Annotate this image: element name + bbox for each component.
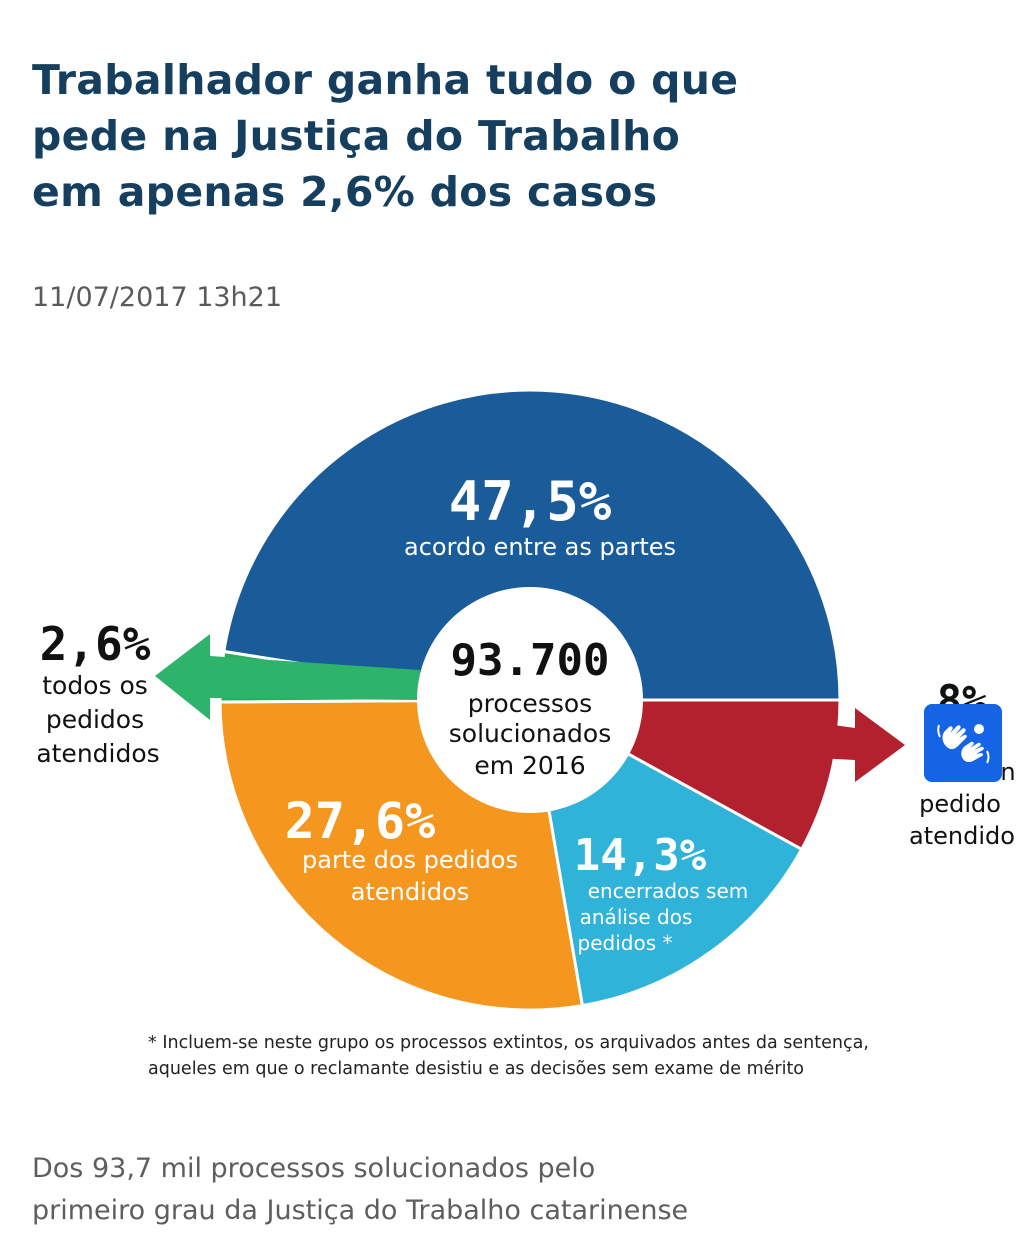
slice-label-encerrados-line-2: análise dos — [580, 905, 693, 929]
pie-center-circle — [417, 587, 643, 813]
footnote: * Incluem-se neste grupo os processos ex… — [148, 1033, 869, 1079]
slice-label-acordo-text: acordo entre as partes — [404, 533, 676, 561]
slice-label-encerrados-line-1: encerrados sem — [588, 879, 749, 903]
lead-line-2: primeiro grau da Justiça do Trabalho cat… — [32, 1195, 689, 1226]
slice-label-acordo-percent: 47,5% — [449, 470, 612, 533]
pie-center-label: 93.700 processos solucionados em 2016 — [449, 635, 611, 780]
left-callout-line-2: pedidos — [46, 705, 144, 734]
right-callout-line-3: atendido — [909, 822, 1015, 850]
article-lead-paragraph: Dos 93,7 mil processos solucionados pelo… — [32, 1148, 992, 1232]
left-callout-value: 2,6% — [40, 617, 151, 671]
center-total-value: 93.700 — [451, 635, 610, 686]
slice-acordo — [222, 388, 842, 702]
slice-label-parte-line-2: atendidos — [351, 878, 469, 906]
slice-label-parte-percent: 27,6% — [285, 792, 436, 850]
article-date: 11/07/2017 13h21 — [32, 282, 283, 313]
center-line-3: em 2016 — [474, 751, 585, 780]
slice-label-encerrados-percent: 14,3% — [574, 830, 707, 881]
footnote-line-1: * Incluem-se neste grupo os processos ex… — [148, 1033, 869, 1053]
right-callout-line-1-right: n — [1000, 758, 1015, 786]
pie-chart-svg: 47,5% acordo entre as partes 27,6% parte… — [36, 388, 1016, 1079]
infographic-pie-chart: 47,5% acordo entre as partes 27,6% parte… — [0, 370, 1024, 1100]
sign-language-hands-icon — [937, 724, 990, 764]
left-callout: 2,6% todos os pedidos atendidos — [36, 617, 159, 768]
article-title-line-3: em apenas 2,6% dos casos — [32, 168, 658, 216]
lead-line-1: Dos 93,7 mil processos solucionados pelo — [32, 1153, 596, 1184]
article-title-line-1: Trabalhador ganha tudo o que — [32, 56, 739, 104]
vlibras-accessibility-button[interactable] — [924, 704, 1002, 782]
right-callout-line-2: pedido — [919, 790, 1001, 818]
left-arrow-2-6 — [155, 634, 420, 720]
pie-labels: 47,5% acordo entre as partes 27,6% parte… — [285, 470, 749, 955]
slice-label-parte-line-1: parte dos pedidos — [302, 846, 518, 874]
article-title: Trabalhador ganha tudo o que pede na Jus… — [32, 52, 932, 220]
footnote-line-2: aqueles em que o reclamante desistiu e a… — [148, 1059, 804, 1079]
center-line-1: processos — [468, 689, 592, 718]
article-title-line-2: pede na Justiça do Trabalho — [32, 112, 681, 160]
left-callout-line-3: atendidos — [36, 739, 159, 768]
right-arrow-8 — [760, 708, 905, 782]
slice-label-encerrados-line-3: pedidos * — [578, 931, 673, 955]
center-line-2: solucionados — [449, 719, 611, 748]
left-callout-line-1: todos os — [42, 671, 148, 700]
